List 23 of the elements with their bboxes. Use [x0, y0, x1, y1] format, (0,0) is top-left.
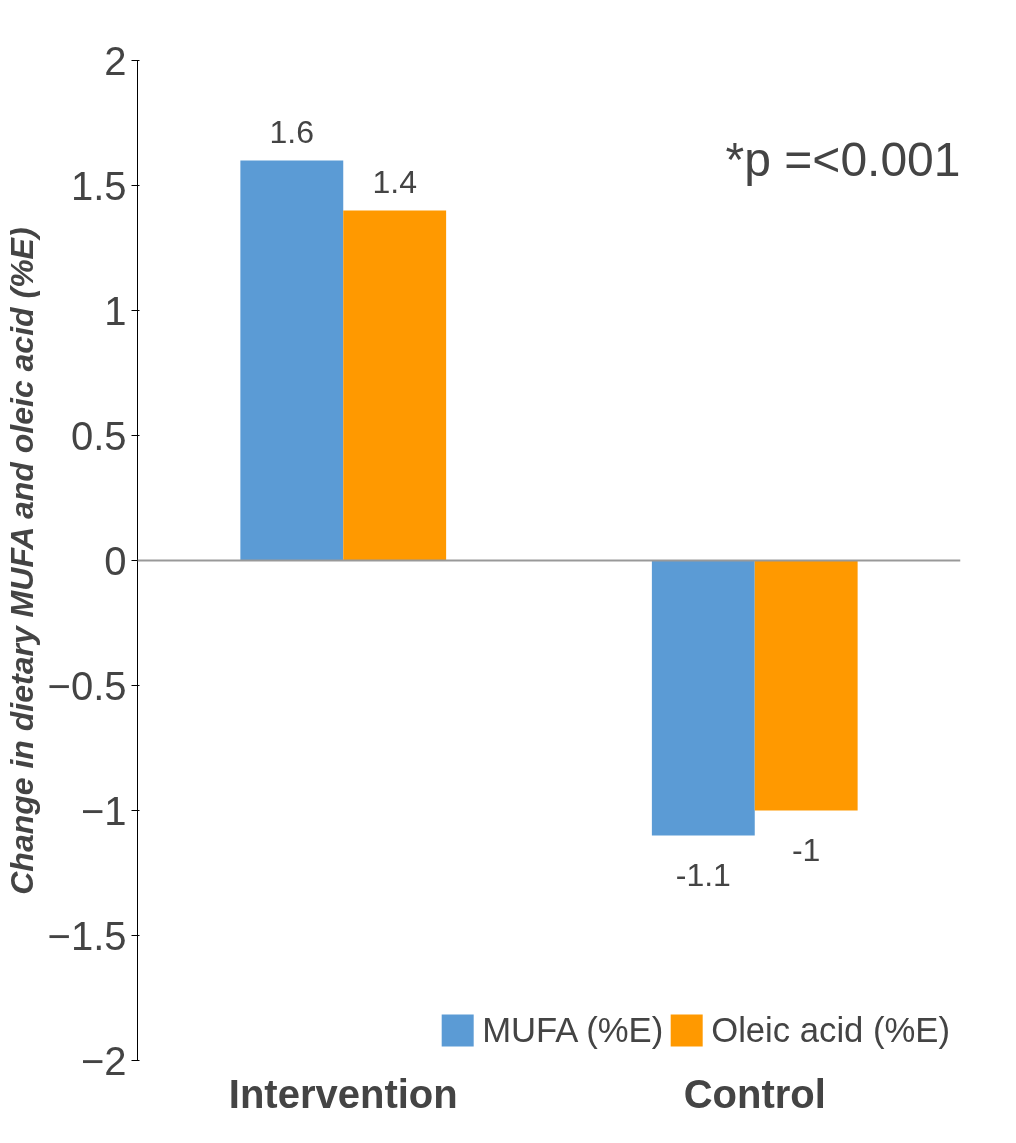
y-tick-label: 0.5 [70, 413, 127, 458]
data-label: 1.6 [269, 114, 315, 150]
bar [343, 210, 447, 561]
bar [240, 160, 344, 561]
annotation: *p =<0.001 [725, 132, 961, 186]
data-label: -1.1 [675, 856, 731, 893]
legend-label: Oleic acid (%E) [711, 1010, 950, 1050]
bar [651, 560, 755, 836]
y-tick-label: 1.5 [70, 163, 127, 208]
bar [754, 560, 858, 811]
x-tick-label: Control [683, 1071, 826, 1116]
data-label: -1 [791, 831, 821, 868]
y-tick-label: −1 [80, 788, 127, 833]
legend-label: MUFA (%E) [482, 1010, 664, 1050]
y-tick-label: −0.5 [47, 663, 127, 708]
x-tick-label: Intervention [228, 1071, 458, 1116]
data-label: 1.4 [372, 164, 417, 200]
y-tick-label: −1.5 [47, 913, 127, 958]
y-tick-label: −2 [80, 1038, 127, 1083]
y-tick-label: 1 [104, 288, 127, 333]
y-axis-title: Change in dietary MUFA and oleic acid (%E) [3, 227, 40, 895]
y-tick-label: 2 [104, 38, 127, 83]
y-tick-label: 0 [104, 538, 127, 583]
